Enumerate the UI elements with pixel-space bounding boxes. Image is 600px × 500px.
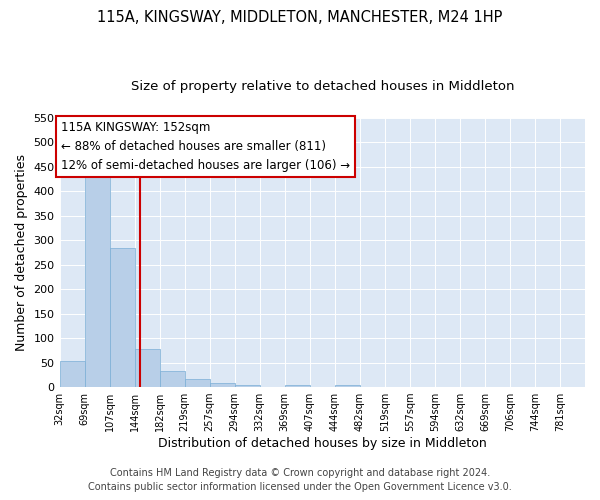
Bar bbox=[209, 382, 235, 387]
Text: Contains HM Land Registry data © Crown copyright and database right 2024.
Contai: Contains HM Land Registry data © Crown c… bbox=[88, 468, 512, 492]
Y-axis label: Number of detached properties: Number of detached properties bbox=[15, 154, 28, 351]
Bar bbox=[160, 372, 185, 387]
Bar bbox=[285, 384, 310, 387]
Bar bbox=[59, 361, 85, 387]
Title: Size of property relative to detached houses in Middleton: Size of property relative to detached ho… bbox=[131, 80, 514, 93]
Bar bbox=[85, 166, 110, 387]
Bar bbox=[235, 384, 260, 387]
Text: 115A, KINGSWAY, MIDDLETON, MANCHESTER, M24 1HP: 115A, KINGSWAY, MIDDLETON, MANCHESTER, M… bbox=[97, 10, 503, 25]
X-axis label: Distribution of detached houses by size in Middleton: Distribution of detached houses by size … bbox=[158, 437, 487, 450]
Bar bbox=[335, 384, 360, 387]
Bar bbox=[134, 349, 160, 387]
Bar bbox=[110, 248, 134, 387]
Text: 115A KINGSWAY: 152sqm
← 88% of detached houses are smaller (811)
12% of semi-det: 115A KINGSWAY: 152sqm ← 88% of detached … bbox=[61, 121, 350, 172]
Bar bbox=[185, 379, 209, 387]
